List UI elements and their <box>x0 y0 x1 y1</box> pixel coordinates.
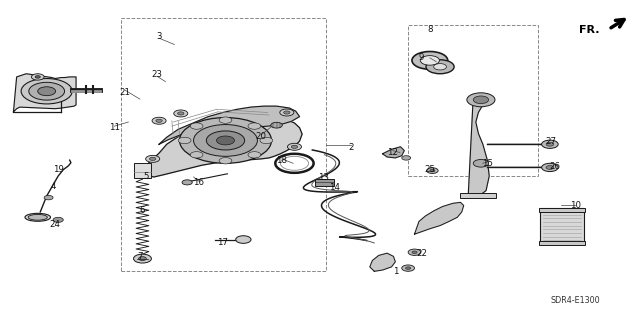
Polygon shape <box>141 117 302 177</box>
Text: 1: 1 <box>392 267 398 276</box>
Bar <box>408 25 538 176</box>
Polygon shape <box>383 147 404 158</box>
Circle shape <box>156 119 163 122</box>
Bar <box>134 163 152 178</box>
Circle shape <box>236 236 251 243</box>
Text: 3: 3 <box>156 32 162 41</box>
Circle shape <box>426 60 454 74</box>
Polygon shape <box>13 74 76 112</box>
Text: 25: 25 <box>424 165 435 174</box>
Text: 23: 23 <box>152 70 163 79</box>
Circle shape <box>219 158 232 164</box>
Circle shape <box>260 137 273 144</box>
Circle shape <box>31 74 44 80</box>
Circle shape <box>402 156 411 160</box>
Bar <box>461 193 495 198</box>
Circle shape <box>190 152 203 158</box>
Polygon shape <box>159 106 300 144</box>
Text: 16: 16 <box>193 178 204 187</box>
Text: 19: 19 <box>52 165 63 174</box>
Text: 11: 11 <box>109 123 120 132</box>
Circle shape <box>412 51 448 69</box>
Circle shape <box>219 117 232 123</box>
Text: 7: 7 <box>137 252 143 261</box>
Ellipse shape <box>25 213 51 221</box>
Circle shape <box>408 249 421 256</box>
Circle shape <box>139 257 147 261</box>
Circle shape <box>434 63 447 70</box>
Circle shape <box>38 87 56 96</box>
Text: 18: 18 <box>276 156 287 165</box>
Polygon shape <box>370 253 396 271</box>
Text: 13: 13 <box>318 174 330 182</box>
Circle shape <box>182 180 192 185</box>
Circle shape <box>473 160 488 167</box>
Circle shape <box>280 109 294 116</box>
Text: 6: 6 <box>140 206 145 215</box>
Circle shape <box>53 217 63 222</box>
Text: 14: 14 <box>328 183 340 192</box>
Circle shape <box>412 251 417 254</box>
Bar <box>539 208 585 211</box>
Circle shape <box>193 124 257 156</box>
Polygon shape <box>415 202 464 234</box>
Text: 27: 27 <box>546 137 557 145</box>
Circle shape <box>546 166 554 169</box>
Text: 17: 17 <box>218 238 228 247</box>
Text: 4: 4 <box>51 182 56 191</box>
Circle shape <box>146 155 160 162</box>
Circle shape <box>178 137 191 144</box>
Circle shape <box>541 163 558 172</box>
Circle shape <box>546 142 554 146</box>
Circle shape <box>44 196 53 200</box>
Circle shape <box>29 82 65 100</box>
Circle shape <box>248 123 260 129</box>
Circle shape <box>473 96 488 104</box>
Text: 12: 12 <box>387 148 398 157</box>
Circle shape <box>291 145 298 148</box>
Circle shape <box>406 267 411 269</box>
Circle shape <box>467 93 495 107</box>
Text: 20: 20 <box>256 132 267 141</box>
Circle shape <box>248 152 260 158</box>
Text: 24: 24 <box>49 220 60 229</box>
Circle shape <box>173 110 188 117</box>
Circle shape <box>134 254 152 263</box>
Text: 15: 15 <box>482 159 493 168</box>
Circle shape <box>150 157 156 160</box>
Bar <box>540 208 584 243</box>
Polygon shape <box>468 94 489 197</box>
Text: 10: 10 <box>570 201 581 210</box>
Circle shape <box>284 111 290 114</box>
Circle shape <box>427 168 438 174</box>
Circle shape <box>177 112 184 115</box>
Text: FR.: FR. <box>579 25 600 35</box>
Text: 9: 9 <box>418 53 424 62</box>
Bar <box>121 18 326 271</box>
Text: 22: 22 <box>417 249 428 258</box>
Circle shape <box>430 169 435 172</box>
Circle shape <box>420 56 440 65</box>
Bar <box>539 241 585 245</box>
Circle shape <box>541 140 558 148</box>
Text: 8: 8 <box>427 25 433 34</box>
Circle shape <box>179 118 271 163</box>
Circle shape <box>190 123 203 129</box>
Circle shape <box>287 143 301 150</box>
Bar <box>315 179 334 186</box>
Text: 2: 2 <box>348 143 353 152</box>
Circle shape <box>152 117 166 124</box>
Ellipse shape <box>28 214 47 220</box>
Text: 26: 26 <box>550 162 561 171</box>
Circle shape <box>271 122 282 128</box>
Circle shape <box>21 78 72 104</box>
Text: SDR4-E1300: SDR4-E1300 <box>550 296 600 305</box>
Circle shape <box>402 265 415 271</box>
Circle shape <box>216 136 234 145</box>
Circle shape <box>35 76 40 78</box>
Text: 5: 5 <box>143 173 149 182</box>
Text: 21: 21 <box>120 88 131 97</box>
Circle shape <box>206 131 244 150</box>
